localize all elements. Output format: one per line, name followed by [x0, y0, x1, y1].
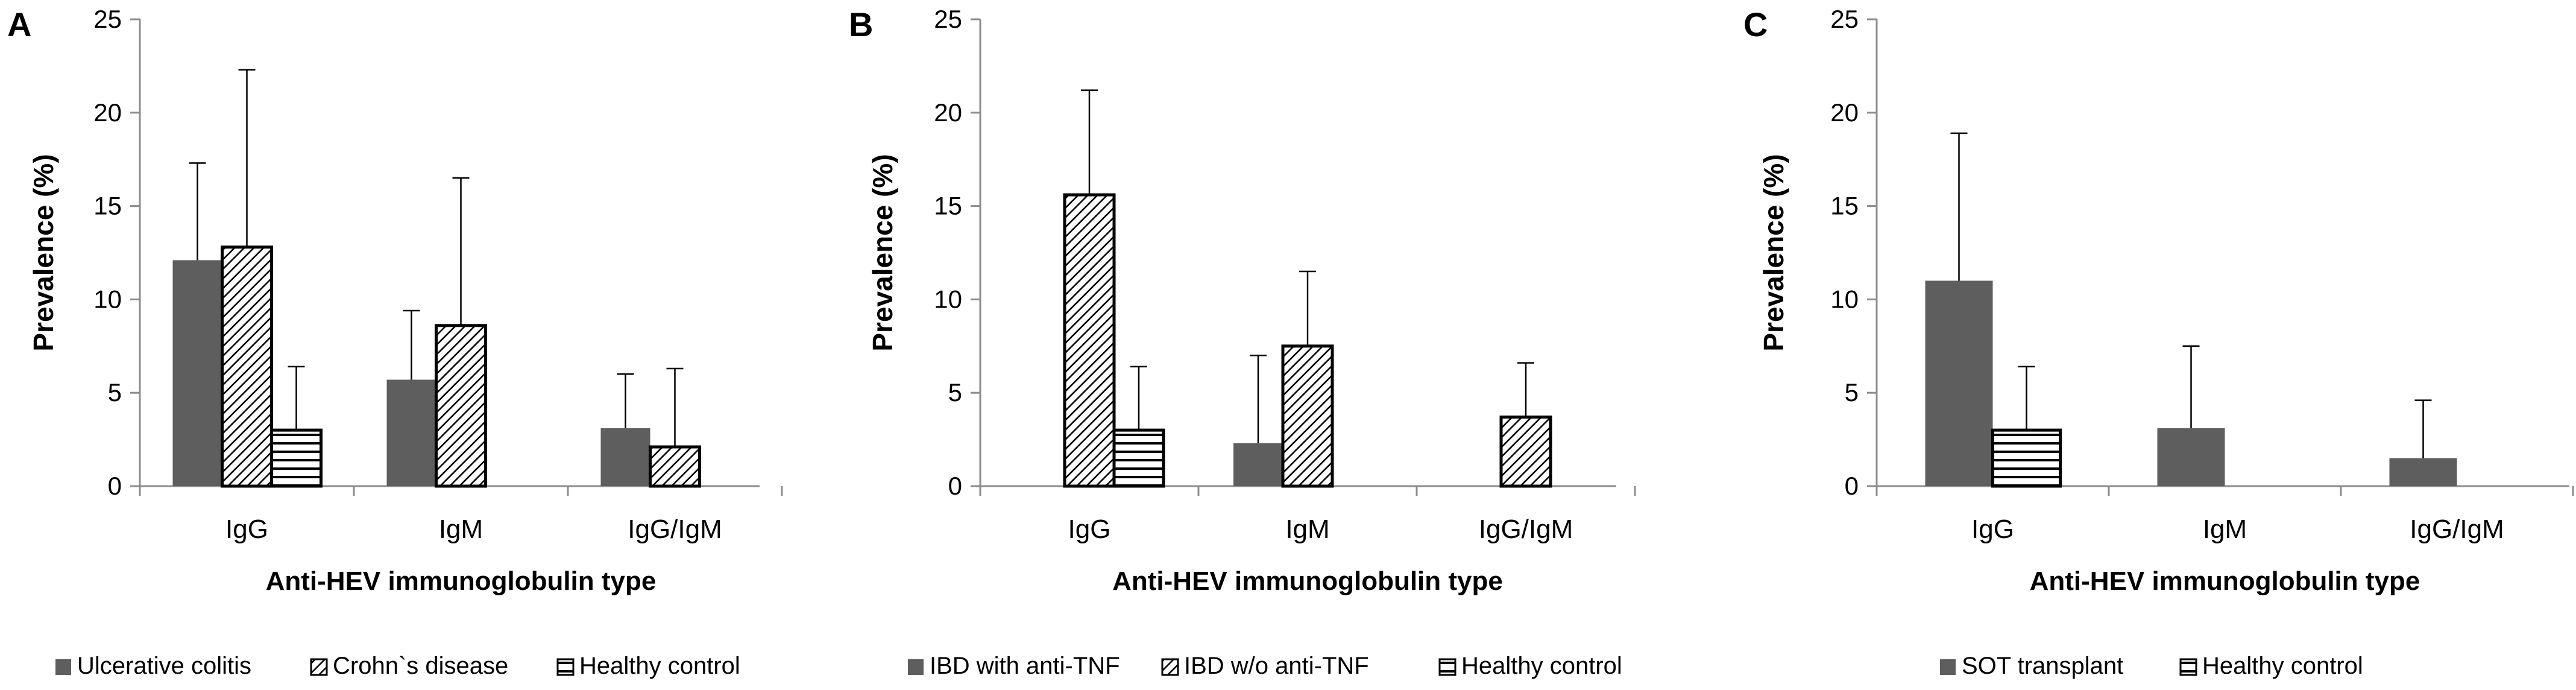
panel-a-bar-ulcerative-colitis: [172, 260, 222, 486]
panel-b-y-tick-label: 20: [934, 98, 962, 127]
panel-b-category-label: IgG/IgM: [1479, 514, 1573, 544]
panel-b-legend-label-ibd-w-o-anti-tnf: IBD w/o anti-TNF: [1184, 653, 1369, 679]
panel-c-bar-sot-transplant: [1925, 280, 1993, 486]
panel-a-bar-crohn-s-disease: [649, 445, 701, 488]
panel-b-bar-healthy-control: [1112, 428, 1165, 488]
panel-a-bar-healthy-control: [270, 428, 323, 488]
panel-a-bar-crohn-s-disease: [435, 324, 487, 488]
panel-a-y-tick-label: 20: [93, 98, 122, 127]
panel-b-y-axis-title: Prevalence (%): [867, 154, 898, 351]
panel-a-category-label: IgG: [225, 514, 268, 544]
panel-a-y-tick-label: 5: [108, 378, 122, 407]
panel-c-bar-sot-transplant: [2157, 428, 2225, 486]
panel-a-bar-ulcerative-colitis: [386, 379, 436, 486]
panel-c-bar-sot-transplant: [2389, 458, 2457, 486]
panel-b-category-label: IgM: [1285, 514, 1329, 544]
panel-c-legend-swatch-sot-transplant: [1940, 659, 1956, 675]
panel-b-category-label: IgG: [1068, 514, 1111, 544]
panel-b-y-tick-label: 5: [948, 378, 962, 407]
panel-c-y-tick-label: 10: [1830, 285, 1859, 313]
panel-a-y-tick-label: 15: [93, 192, 122, 220]
panel-a-bar-crohn-s-disease: [221, 245, 273, 488]
panel-b-label: B: [849, 5, 873, 43]
panel-b-bar-ibd-w-o-anti-tnf: [1499, 415, 1552, 488]
panel-c-category-label: IgG/IgM: [2410, 514, 2504, 544]
panel-b-bar-ibd-with-anti-tnf: [1233, 443, 1283, 486]
panel-c-category-label: IgG: [1971, 514, 2014, 544]
panel-b-y-tick-label: 25: [934, 5, 962, 33]
panel-c-legend-swatch-healthy-control: [2179, 658, 2197, 676]
panel-b-y-tick-label: 10: [934, 285, 962, 313]
panel-c-y-axis-title: Prevalence (%): [1758, 154, 1789, 351]
panel-c-y-tick-label: 0: [1845, 472, 1859, 500]
panel-a-legend-label-healthy-control: Healthy control: [579, 653, 740, 679]
panel-a-legend-swatch-crohn-s-disease: [310, 658, 328, 676]
panel-c-y-tick-label: 5: [1845, 378, 1859, 407]
panel-b-legend-label-ibd-with-anti-tnf: IBD with anti-TNF: [930, 653, 1120, 679]
panel-a-category-label: IgM: [439, 514, 483, 544]
panel-b-bar-ibd-w-o-anti-tnf: [1281, 344, 1334, 488]
panel-c-y-tick-label: 15: [1830, 192, 1859, 220]
panel-a-y-axis-title: Prevalence (%): [28, 154, 59, 351]
panel-c-y-tick-label: 25: [1830, 5, 1859, 33]
panel-a-bar-ulcerative-colitis: [600, 428, 650, 486]
panel-b-y-tick-label: 0: [948, 472, 962, 500]
panel-c-legend-label-healthy-control: Healthy control: [2202, 653, 2363, 679]
panel-a-category-label: IgG/IgM: [628, 514, 722, 544]
panel-b-legend-label-healthy-control: Healthy control: [1461, 653, 1622, 679]
panel-a-y-tick-label: 0: [108, 472, 122, 500]
panel-a-y-tick-label: 25: [93, 5, 122, 33]
panel-c-category-label: IgM: [2203, 514, 2247, 544]
panel-a-legend-swatch-ulcerative-colitis: [55, 659, 71, 675]
panel-b-bar-ibd-w-o-anti-tnf: [1063, 193, 1116, 488]
panel-b-legend-swatch-ibd-w-o-anti-tnf: [1161, 658, 1179, 676]
panel-b-y-tick-label: 15: [934, 192, 962, 220]
panel-b-legend-swatch-healthy-control: [1438, 658, 1456, 676]
panel-b-x-axis-title: Anti-HEV immunoglobulin type: [1112, 566, 1503, 596]
panel-a-y-tick-label: 10: [93, 285, 122, 313]
panel-c-bar-healthy-control: [1991, 428, 2062, 488]
panel-b-legend-swatch-ibd-with-anti-tnf: [908, 659, 924, 675]
panel-a-x-axis-title: Anti-HEV immunoglobulin type: [266, 566, 657, 596]
panel-a-legend-label-ulcerative-colitis: Ulcerative colitis: [77, 653, 251, 679]
panel-a-legend-label-crohn-s-disease: Crohn`s disease: [333, 653, 508, 679]
panel-c-y-tick-label: 20: [1830, 98, 1859, 127]
panel-c-x-axis-title: Anti-HEV immunoglobulin type: [2030, 566, 2420, 596]
panel-c-label: C: [1743, 5, 1768, 43]
panel-a-label: A: [7, 5, 31, 43]
panel-c-legend-label-sot-transplant: SOT transplant: [1962, 653, 2123, 679]
panel-a-legend-swatch-healthy-control: [556, 658, 575, 676]
